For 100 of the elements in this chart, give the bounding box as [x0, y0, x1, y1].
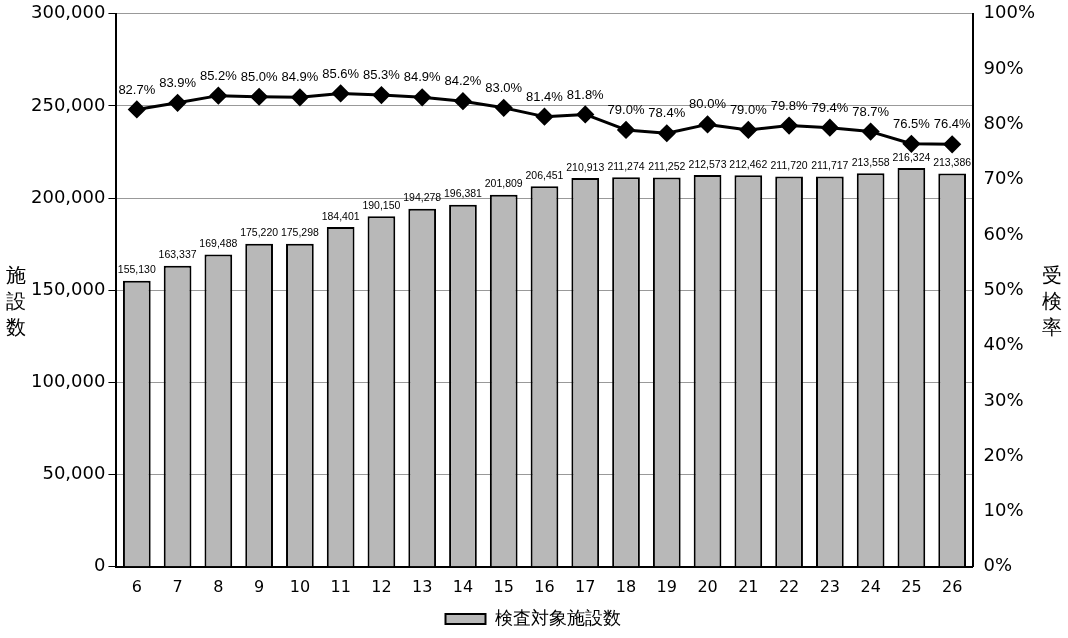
data-label: 175,220: [240, 226, 279, 239]
data-label: 206,451: [525, 168, 564, 181]
data-label: 85.2%: [199, 67, 238, 83]
data-label: 79.0%: [607, 102, 645, 118]
data-label: 78.4%: [648, 105, 686, 121]
y-tick-label: 100,000: [31, 370, 106, 392]
y2-tick-label: 0%: [983, 554, 1013, 576]
x-tick-label: 19: [656, 576, 677, 596]
point: [495, 99, 513, 117]
data-label: 76.4%: [933, 116, 972, 132]
point: [943, 135, 961, 153]
data-label: 212,573: [688, 157, 727, 170]
data-label: 78.7%: [852, 103, 890, 119]
data-label: 163,337: [158, 248, 197, 261]
point: [332, 84, 350, 102]
x-tick-label: 17: [575, 576, 596, 596]
data-label: 155,130: [117, 263, 156, 276]
data-label: 211,274: [607, 159, 645, 172]
x-tick-label: 25: [901, 576, 922, 596]
data-label: 212,462: [729, 157, 768, 170]
data-label: 85.0%: [240, 68, 278, 84]
y2-tick-label: 50%: [983, 277, 1024, 299]
data-label: 80.0%: [689, 96, 727, 112]
data-label: 169,488: [199, 237, 238, 250]
data-label: 184,401: [321, 209, 360, 222]
point: [413, 88, 431, 106]
data-label: 79.4%: [811, 99, 849, 115]
data-label: 85.6%: [322, 65, 360, 81]
x-tick-label: 11: [330, 576, 351, 596]
x-tick-label: 18: [615, 576, 637, 596]
point: [169, 94, 187, 112]
point: [128, 100, 146, 118]
y2-axis-title: 受検率: [1042, 262, 1062, 340]
data-label: 190,150: [362, 198, 401, 211]
data-label: 83.9%: [159, 74, 197, 90]
point: [372, 86, 390, 104]
x-tick-label: 23: [819, 576, 841, 596]
data-label: 213,386: [933, 156, 972, 169]
data-label: 211,720: [770, 159, 808, 172]
x-tick-label: 12: [371, 576, 392, 596]
x-tick-label: 26: [941, 576, 963, 596]
point: [699, 115, 717, 133]
point: [209, 87, 227, 105]
point: [291, 88, 309, 106]
data-label: 213,558: [851, 155, 890, 168]
y2-tick-label: 40%: [983, 333, 1024, 355]
y2-tick-label: 30%: [983, 388, 1024, 410]
y2-tick-label: 20%: [983, 443, 1024, 465]
data-label: 83.0%: [485, 79, 523, 95]
x-tick-label: 15: [493, 576, 514, 596]
y2-tick-label: 70%: [983, 167, 1024, 189]
x-tick-label: 22: [778, 576, 800, 596]
x-tick-label: 8: [213, 576, 224, 596]
x-tick-label: 7: [172, 576, 183, 596]
y2-tick-label: 60%: [983, 222, 1024, 244]
point: [902, 135, 920, 153]
y-tick-label: 0: [93, 554, 106, 576]
point: [739, 121, 757, 139]
x-tick-label: 21: [738, 576, 759, 596]
data-label: 201,809: [484, 177, 523, 190]
data-label: 84.2%: [444, 73, 482, 89]
x-tick-label: 10: [289, 576, 311, 596]
y2-tick-label: 90%: [983, 56, 1024, 78]
point: [658, 124, 676, 142]
x-tick-label: 13: [412, 576, 433, 596]
legend-label: 検査対象施設数: [494, 606, 621, 628]
data-label: 175,298: [280, 226, 320, 239]
y2-tick-label: 10%: [983, 499, 1024, 521]
y-tick-label: 200,000: [31, 185, 106, 207]
y2-tick-label: 100%: [983, 1, 1036, 23]
x-tick-label: 20: [697, 576, 718, 596]
data-label: 81.8%: [566, 86, 605, 102]
data-label: 79.0%: [729, 102, 768, 118]
data-label: 211,252: [648, 160, 686, 173]
data-label: 84.9%: [403, 69, 442, 85]
data-label: 85.3%: [362, 67, 401, 83]
data-label: 76.5%: [892, 115, 931, 131]
data-label: 194,278: [403, 191, 442, 204]
y2-tick-label: 80%: [983, 112, 1024, 134]
y-tick-label: 300,000: [31, 1, 106, 23]
y-tick-label: 150,000: [31, 277, 106, 299]
x-tick-label: 24: [860, 576, 881, 596]
point: [576, 105, 594, 123]
y-tick-label: 50,000: [42, 462, 106, 484]
data-label: 84.9%: [281, 69, 319, 85]
y-tick-label: 250,000: [31, 93, 106, 115]
y-axis-title: 施設数: [6, 262, 26, 340]
point: [821, 119, 839, 137]
point: [862, 123, 880, 141]
point: [535, 108, 553, 126]
x-tick-label: 9: [254, 576, 265, 596]
data-label: 79.8%: [770, 97, 808, 113]
point: [454, 92, 472, 110]
data-label: 210,913: [566, 160, 605, 173]
data-label: 211,717: [811, 159, 849, 172]
data-label: 81.4%: [526, 88, 564, 104]
data-label: 196,381: [443, 187, 483, 200]
x-tick-label: 14: [452, 576, 474, 596]
point: [780, 117, 798, 135]
x-tick-label: 6: [131, 576, 142, 596]
